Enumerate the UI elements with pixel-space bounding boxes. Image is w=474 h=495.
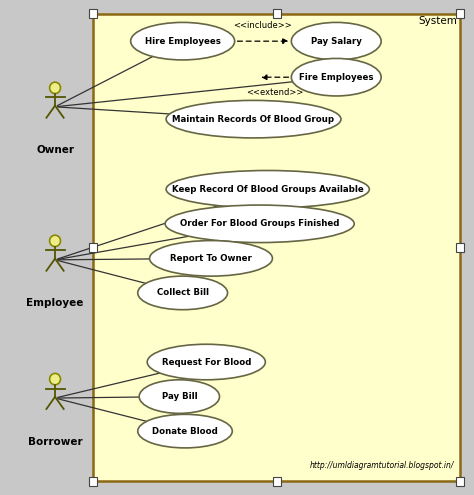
Ellipse shape — [166, 100, 341, 138]
Text: Hire Employees: Hire Employees — [145, 37, 220, 46]
Ellipse shape — [165, 205, 354, 243]
Text: Order For Blood Groups Finished: Order For Blood Groups Finished — [180, 219, 339, 228]
Circle shape — [50, 235, 61, 247]
Bar — [89, 243, 97, 252]
Bar — [456, 243, 465, 252]
Ellipse shape — [138, 414, 232, 448]
Text: Collect Bill: Collect Bill — [156, 289, 209, 297]
Bar — [456, 477, 465, 487]
Ellipse shape — [292, 22, 381, 60]
Ellipse shape — [138, 276, 228, 310]
Ellipse shape — [166, 170, 369, 208]
Ellipse shape — [150, 241, 273, 276]
Circle shape — [50, 82, 61, 94]
Text: Pay Bill: Pay Bill — [162, 392, 197, 401]
Ellipse shape — [131, 22, 235, 60]
FancyBboxPatch shape — [93, 13, 460, 482]
Text: http://umldiagramtutorial.blogspot.in/: http://umldiagramtutorial.blogspot.in/ — [310, 461, 455, 470]
Bar — [89, 8, 97, 18]
Text: Report To Owner: Report To Owner — [170, 254, 252, 263]
Bar — [456, 8, 465, 18]
Circle shape — [50, 373, 61, 385]
Ellipse shape — [147, 344, 265, 380]
Text: Donate Blood: Donate Blood — [152, 427, 218, 436]
Text: <<include>>: <<include>> — [234, 21, 292, 30]
Bar — [273, 8, 282, 18]
Ellipse shape — [292, 58, 381, 96]
Text: Borrower: Borrower — [28, 437, 82, 446]
Text: Fire Employees: Fire Employees — [299, 73, 374, 82]
Text: Request For Blood: Request For Blood — [162, 357, 251, 366]
Text: Pay Salary: Pay Salary — [311, 37, 362, 46]
Text: Owner: Owner — [36, 146, 74, 155]
Text: Employee: Employee — [27, 298, 84, 308]
Bar — [273, 477, 282, 487]
Text: Maintain Records Of Blood Group: Maintain Records Of Blood Group — [173, 115, 335, 124]
Text: <<extend>>: <<extend>> — [246, 88, 303, 97]
Text: System: System — [419, 15, 457, 26]
Ellipse shape — [139, 380, 219, 413]
Bar — [89, 477, 97, 487]
Text: Keep Record Of Blood Groups Available: Keep Record Of Blood Groups Available — [172, 185, 364, 194]
